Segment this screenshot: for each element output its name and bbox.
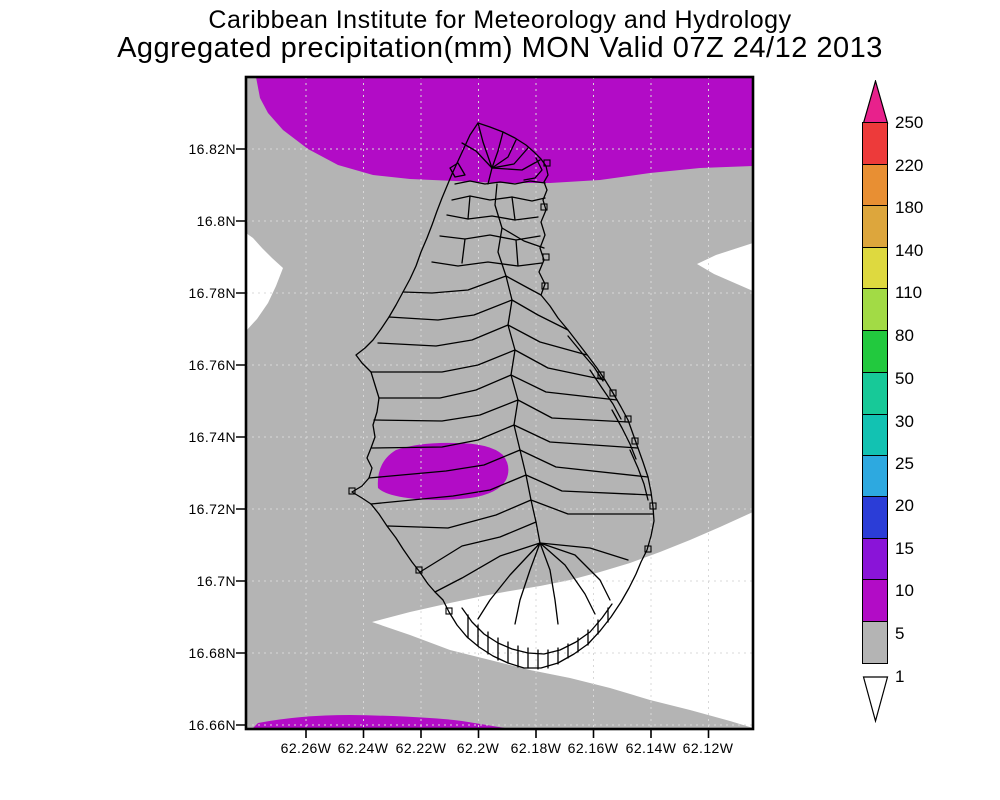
x-axis-label: 62.26W: [280, 740, 332, 756]
y-axis-label: 16.72N: [188, 501, 236, 517]
island-coastline: [351, 122, 655, 669]
colorbar-segment: [862, 164, 888, 206]
colorbar-segment: [862, 205, 888, 248]
colorbar-label: 1: [895, 667, 905, 686]
colorbar-label: 110: [895, 283, 923, 302]
colorbar-label: 50: [895, 369, 914, 388]
colorbar-segment: [862, 455, 888, 497]
island-drainage-network: [351, 122, 655, 670]
white-region-east-notch: [697, 243, 753, 291]
colorbar-label: 10: [895, 581, 914, 600]
x-axis-label: 62.22W: [395, 740, 447, 756]
x-axis-label: 62.16W: [567, 740, 619, 756]
colorbar-segments: [862, 122, 888, 664]
magenta-sliver-south: [253, 715, 505, 728]
x-axis-label: 62.18W: [510, 740, 562, 756]
y-axis-label: 16.78N: [188, 285, 236, 301]
colorbar-segment: [862, 330, 888, 373]
colorbar-label: 140: [895, 241, 924, 260]
colorbar-segment: [862, 288, 888, 331]
colorbar-segment: [862, 496, 888, 539]
y-axis-label: 16.76N: [188, 357, 236, 373]
colorbar-segment: [862, 579, 888, 622]
y-axis-label: 16.7N: [196, 573, 236, 589]
page-title: Caribbean Institute for Meteorology and …: [208, 6, 792, 34]
colorbar-segment: [862, 414, 888, 456]
map-border: [244, 75, 755, 731]
gridlines: [246, 77, 753, 729]
y-axis-label: 16.82N: [188, 141, 236, 157]
y-axis-label: 16.74N: [188, 429, 236, 445]
y-axis-label: 16.66N: [188, 717, 236, 733]
colorbar-bottom-arrow: [862, 676, 889, 723]
coast-box-marks: [348, 159, 657, 615]
colorbar-label: 25: [895, 454, 914, 473]
white-region-west: [246, 233, 283, 331]
page-subtitle: Aggregated precipitation(mm) MON Valid 0…: [117, 32, 883, 64]
colorbar-label: 20: [895, 496, 914, 515]
white-region-southeast: [372, 512, 753, 728]
colorbar-label: 80: [895, 326, 914, 345]
colorbar-label: 220: [895, 156, 924, 175]
colorbar-label: 30: [895, 412, 914, 431]
x-axis-label: 62.14W: [625, 740, 677, 756]
x-axis-label: 62.12W: [682, 740, 734, 756]
colorbar-label: 250: [895, 113, 924, 132]
colorbar-segment: [862, 372, 888, 415]
colorbar-label: 5: [895, 624, 905, 643]
axis-ticks: [236, 148, 710, 738]
x-axis-label: 62.2W: [456, 740, 500, 756]
colorbar-label: 15: [895, 539, 914, 558]
colorbar-top-arrow: [862, 80, 889, 124]
colorbar-segment: [862, 247, 888, 289]
y-axis-label: 16.8N: [196, 213, 236, 229]
colorbar-segment: [862, 122, 888, 165]
colorbar-label: 180: [895, 198, 924, 217]
colorbar-segment: [862, 538, 888, 580]
x-axis-label: 62.24W: [337, 740, 389, 756]
y-axis-label: 16.68N: [188, 645, 236, 661]
magenta-band-north: [256, 77, 753, 183]
colorbar-segment: [862, 621, 888, 664]
